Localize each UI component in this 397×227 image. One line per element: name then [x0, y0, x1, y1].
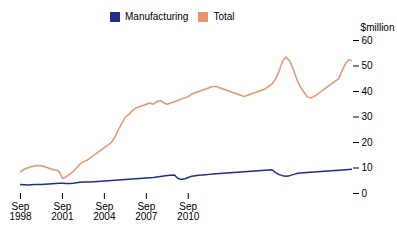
svg-text:10: 10 [362, 162, 374, 173]
svg-text:Sep2010: Sep2010 [177, 201, 200, 222]
svg-text:$million: $million [361, 22, 395, 33]
svg-text:Sep2007: Sep2007 [135, 201, 158, 222]
svg-text:Sep2001: Sep2001 [51, 201, 74, 222]
svg-text:Sep2004: Sep2004 [93, 201, 116, 222]
svg-text:60: 60 [362, 35, 374, 46]
svg-text:30: 30 [362, 111, 374, 122]
svg-text:50: 50 [362, 60, 374, 71]
svg-text:0: 0 [362, 188, 368, 199]
svg-text:40: 40 [362, 86, 374, 97]
html-text:Total: Total [213, 11, 235, 22]
html-text:Manufacturing: Manufacturing [125, 11, 189, 22]
svg-text:20: 20 [362, 137, 374, 148]
svg-text:Sep1998: Sep1998 [9, 201, 32, 222]
